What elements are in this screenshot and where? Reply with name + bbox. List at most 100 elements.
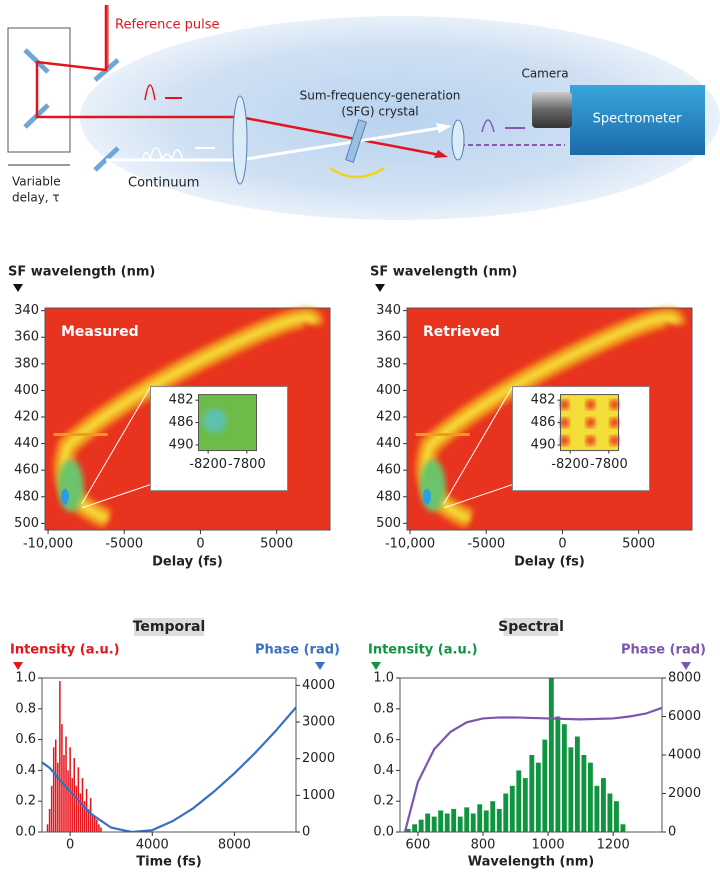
x-tick-label: 600 <box>405 838 430 853</box>
bar <box>91 813 94 832</box>
bar <box>587 762 593 832</box>
y-tick-label: 460 <box>376 463 401 478</box>
y2-tick-label: 6000 <box>668 709 701 724</box>
bar <box>542 739 548 832</box>
y-tick-label: 1.0 <box>373 671 394 686</box>
inset-y-tick-label: 482 <box>531 393 556 408</box>
inset-spot <box>585 435 596 446</box>
y-tick-label: 1.0 <box>15 671 36 686</box>
inset-spot <box>585 399 596 410</box>
x-tick-label: -10,000 <box>23 537 73 552</box>
y-tick-label: 400 <box>376 383 401 398</box>
lens <box>451 119 465 161</box>
bar <box>509 785 515 832</box>
lens <box>232 95 248 185</box>
y2-tick-label: 4000 <box>668 748 701 763</box>
bar <box>96 819 98 832</box>
label: Variable <box>12 175 61 189</box>
y2-tick-label: 1000 <box>302 788 335 803</box>
bar <box>535 762 541 832</box>
y-tick-label: 0.8 <box>15 701 36 716</box>
y-axis-label: SF wavelength (nm) <box>8 265 155 280</box>
y-tick-label: 500 <box>14 516 39 531</box>
bar <box>451 808 457 832</box>
inset-spot <box>202 408 227 433</box>
trace-core <box>419 459 446 512</box>
x-tick-label: 1200 <box>597 838 630 853</box>
panel-title: Retrieved <box>423 324 500 340</box>
trace-core <box>422 488 431 505</box>
arrowhead <box>434 150 448 158</box>
inset-leader <box>443 386 513 504</box>
plot-frame <box>44 307 331 531</box>
x-tick-label: 800 <box>471 838 496 853</box>
bar <box>548 678 554 832</box>
y2-tick-label: 0 <box>302 825 310 840</box>
plot-area <box>403 678 662 832</box>
y-tick-label: 0.8 <box>373 701 394 716</box>
y-tick-label: 460 <box>14 463 39 478</box>
inset-x-tick-label: -8200 <box>551 457 589 472</box>
bar <box>490 801 496 832</box>
legend-label: Intensity (a.u.) <box>10 643 120 658</box>
y-tick-label: 360 <box>376 330 401 345</box>
y-tick-label: 0.4 <box>15 763 36 778</box>
legend-label: Phase (rad) <box>255 643 340 658</box>
delay-stage <box>7 27 71 153</box>
y-tick-label: 440 <box>14 436 39 451</box>
inset-spot <box>559 399 570 410</box>
bar <box>48 808 51 832</box>
bar <box>63 755 65 832</box>
y2-tick-label: 0 <box>668 825 676 840</box>
sfg-pulse-icon <box>481 119 495 133</box>
bar <box>71 778 73 832</box>
inset-y-tick-label: 482 <box>169 393 194 408</box>
y-tick-label: 0.2 <box>373 794 394 809</box>
legend-label: Intensity (a.u.) <box>368 643 478 658</box>
bar <box>503 793 509 832</box>
x-tick-label: 5000 <box>260 537 293 552</box>
arrowhead <box>436 123 452 133</box>
chart-title: Spectral <box>498 619 564 635</box>
y2-tick-label: 3000 <box>302 715 335 730</box>
pulse-icon <box>144 84 156 101</box>
title-highlight <box>503 618 559 636</box>
axis-marker <box>371 662 381 670</box>
inset-spot <box>585 417 596 428</box>
y2-tick-label: 8000 <box>668 671 701 686</box>
bar <box>54 739 57 832</box>
bar <box>568 747 574 832</box>
x-tick-label: -5000 <box>467 537 505 552</box>
y-tick-label: 420 <box>376 410 401 425</box>
inset-leader <box>81 484 151 509</box>
line <box>42 706 296 832</box>
label: Spectrometer <box>593 112 683 127</box>
inset-x-tick-label: -8200 <box>189 457 227 472</box>
bar <box>79 793 82 832</box>
axis-marker <box>681 662 691 670</box>
x-tick-label: 0 <box>66 838 74 853</box>
bar <box>57 762 59 832</box>
plot-frame <box>41 677 297 833</box>
inset-leader <box>81 386 151 504</box>
bar <box>431 816 437 832</box>
bar <box>613 801 619 832</box>
x-tick-label: -5000 <box>105 537 143 552</box>
bar <box>67 770 69 832</box>
bar <box>529 755 535 832</box>
bar <box>594 785 600 832</box>
bar <box>50 785 53 832</box>
line <box>403 706 662 832</box>
y-tick-label: 400 <box>14 383 39 398</box>
bar <box>65 736 67 832</box>
bar <box>574 736 580 832</box>
y-tick-label: 440 <box>376 436 401 451</box>
x-axis-label: Delay (fs) <box>514 555 585 570</box>
inset-spot <box>559 435 570 446</box>
inset-spot <box>559 417 570 428</box>
inset-y-tick-label: 486 <box>531 415 556 430</box>
inset-y-tick-label: 486 <box>169 415 194 430</box>
bar <box>405 828 411 832</box>
bar <box>83 801 86 832</box>
